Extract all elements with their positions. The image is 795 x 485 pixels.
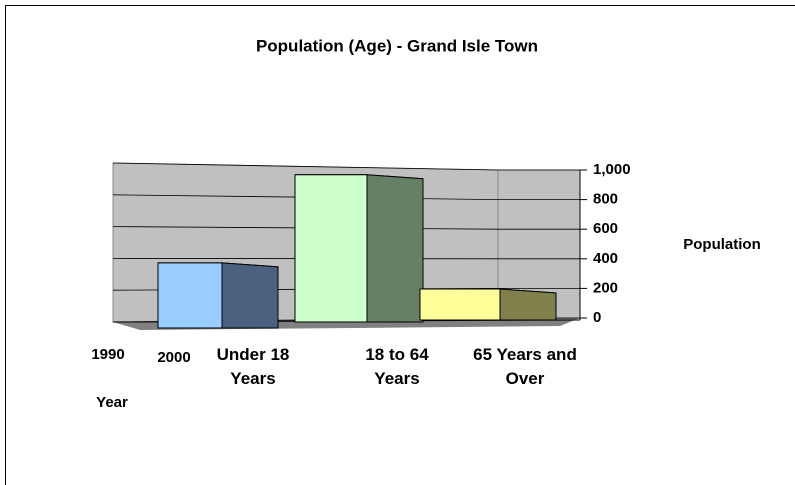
bar [294, 174, 368, 323]
y-tick-label: 200 [593, 279, 618, 296]
x-tick-label: 18 to 64 Years [365, 345, 429, 388]
y-tick-label: 1,000 [593, 161, 631, 178]
chart-title: Population (Age) - Grand Isle Town [256, 36, 538, 55]
x-tick-label: Under 18 Years [216, 345, 290, 388]
y-axis-title: Population [683, 236, 761, 253]
bar-side [499, 288, 557, 321]
depth-axis-title: Year [96, 394, 128, 411]
y-tick-label: 0 [593, 309, 601, 326]
depth-tick-label: 1990 [91, 346, 124, 363]
bar [419, 288, 501, 321]
y-tick-label: 400 [593, 250, 618, 267]
y-tick-label: 600 [593, 220, 618, 237]
grid-line [112, 162, 580, 171]
depth-tick-label: 2000 [157, 349, 190, 366]
y-tick-label: 800 [593, 191, 618, 208]
bar [157, 262, 223, 329]
bar-side [366, 174, 424, 323]
bar-side [221, 262, 279, 329]
grid-line [112, 226, 580, 230]
x-tick-label: 65 Years and Over [473, 345, 577, 388]
grid-line [112, 194, 580, 201]
